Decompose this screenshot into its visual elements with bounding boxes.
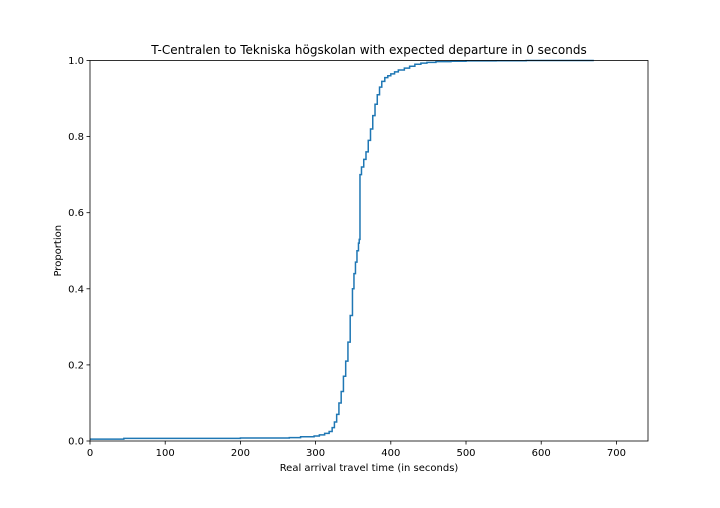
x-tick-label: 0 — [87, 448, 93, 459]
plot-layer — [90, 59, 594, 440]
y-tick-label: 0.6 — [68, 208, 84, 219]
x-tick-label: 600 — [532, 448, 551, 459]
y-tick-label: 0.4 — [68, 284, 84, 295]
x-axis-label: Real arrival travel time (in seconds) — [280, 463, 459, 474]
y-tick-label: 0.2 — [68, 360, 84, 371]
series-line-0 — [90, 59, 594, 440]
x-tick-label: 200 — [231, 448, 250, 459]
chart-title: T-Centralen to Tekniska högskolan with e… — [150, 43, 586, 57]
x-tick-label: 700 — [607, 448, 626, 459]
x-tick-label: 100 — [156, 448, 175, 459]
tick-layer: 0 100 200 300 400 500 600 700 0.0 0.2 0.4 0.6 0.8 1.0 — [68, 56, 626, 459]
x-tick-label: 300 — [306, 448, 325, 459]
y-tick-label: 0.8 — [68, 132, 84, 143]
y-axis-label: Proportion — [53, 225, 64, 277]
axes-frame — [89, 60, 649, 442]
x-tick-label: 500 — [456, 448, 475, 459]
y-tick-label: 0.0 — [68, 437, 84, 448]
x-tick-label: 400 — [381, 448, 400, 459]
y-tick-label: 1.0 — [68, 56, 84, 67]
